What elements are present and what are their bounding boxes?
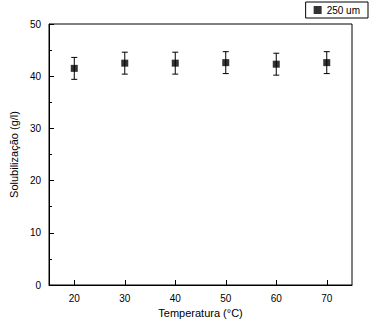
svg-text:30: 30 — [119, 293, 131, 304]
svg-text:30: 30 — [30, 123, 42, 134]
svg-text:250 um: 250 um — [327, 5, 360, 16]
svg-text:20: 20 — [69, 293, 81, 304]
svg-text:70: 70 — [321, 293, 333, 304]
svg-text:10: 10 — [30, 227, 42, 238]
svg-text:40: 40 — [30, 71, 42, 82]
svg-text:40: 40 — [170, 293, 182, 304]
svg-text:Solubilização (g/l): Solubilização (g/l) — [8, 111, 20, 198]
svg-text:60: 60 — [271, 293, 283, 304]
svg-text:0: 0 — [35, 280, 41, 291]
svg-text:20: 20 — [30, 175, 42, 186]
svg-text:Temperatura (°C): Temperatura (°C) — [158, 307, 242, 319]
svg-text:50: 50 — [30, 19, 42, 30]
svg-text:50: 50 — [220, 293, 232, 304]
